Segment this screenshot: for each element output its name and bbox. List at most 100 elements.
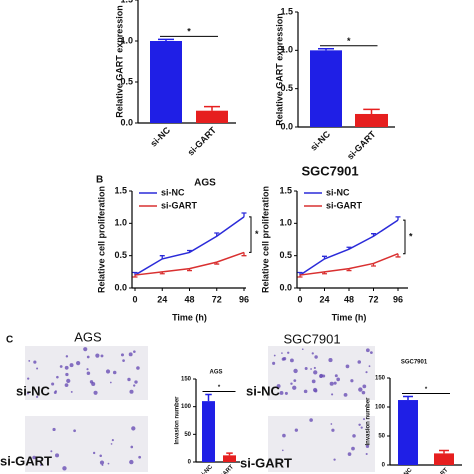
row-label: si-GART	[240, 455, 292, 470]
cell-dot	[105, 369, 111, 374]
chart-title: AGS	[209, 370, 222, 376]
legend-label: si-GART	[326, 200, 363, 210]
error-bar	[318, 48, 334, 51]
chart-title: SGC7901	[401, 360, 428, 366]
y-tick-label: 0.0	[114, 282, 127, 292]
cell-dot	[86, 355, 90, 359]
x-tick-label: 96	[393, 294, 403, 304]
cell-dot	[129, 459, 134, 465]
x-tick-label: 24	[157, 294, 167, 304]
annotation: *	[255, 229, 259, 239]
error-bar	[159, 255, 165, 259]
cell-dot	[293, 368, 298, 374]
cell-dot	[309, 418, 313, 422]
error-bar	[159, 271, 165, 275]
cell-dot	[50, 450, 53, 453]
cell-dot	[357, 360, 362, 364]
error-bar	[158, 38, 174, 41]
y-tick-label: 1.0	[279, 218, 292, 228]
error-bar	[297, 275, 303, 278]
error-bar	[403, 395, 413, 401]
cell-dot	[281, 449, 284, 452]
annotation: *	[187, 27, 191, 37]
cell-dot	[281, 357, 285, 361]
bar	[310, 50, 342, 128]
cell-dot	[56, 375, 59, 379]
cell-dot	[112, 370, 117, 375]
cell-dot	[330, 423, 333, 425]
cell-dot	[111, 439, 114, 442]
line	[134, 216, 245, 276]
cell-dot	[365, 348, 370, 353]
cell-dot	[92, 451, 96, 455]
cell-dot	[100, 354, 104, 358]
cell-dot	[95, 353, 100, 358]
cell-dot	[64, 365, 69, 370]
y-tick-label: 0.0	[120, 117, 133, 127]
annotation: *	[347, 36, 351, 46]
bar	[398, 400, 418, 465]
cell-dot	[319, 374, 323, 379]
cell-dot	[361, 390, 366, 395]
cell-dot	[86, 368, 89, 371]
cell-dot	[314, 389, 318, 393]
cell-dot	[36, 367, 39, 370]
error-bar	[371, 263, 376, 267]
cell-dot	[136, 366, 140, 370]
y-tick-label: 0.5	[280, 83, 293, 93]
cell-dot	[66, 378, 71, 383]
cell-dot	[129, 389, 134, 394]
error-bar	[241, 252, 247, 257]
y-axis-label: Relative cell proliferation	[260, 186, 270, 293]
y-tick-label: 100	[375, 405, 386, 411]
cell-dot	[122, 359, 125, 362]
cell-dot	[55, 453, 60, 458]
legend-label: si-GART	[161, 200, 198, 210]
x-tick-label: 0	[132, 294, 137, 304]
error-bar	[371, 233, 376, 237]
chart-title: AGS	[194, 178, 216, 189]
cell-dot	[107, 462, 110, 465]
cell-dot	[127, 377, 131, 382]
cell-dot	[86, 371, 91, 376]
y-tick-label: 1.5	[280, 6, 293, 16]
x-tick-label: si-NC	[398, 467, 414, 474]
chart-title: SGC7901	[301, 163, 358, 178]
x-tick-label: si-GART	[345, 129, 378, 162]
row-label: si-NC	[16, 383, 51, 398]
cell-dot	[64, 383, 69, 387]
cell-dot	[93, 390, 98, 395]
line	[299, 253, 399, 276]
error-bar	[132, 275, 138, 278]
error-bar	[241, 212, 247, 217]
cell-dot	[39, 463, 42, 466]
x-tick-label: si-GART	[428, 467, 449, 474]
cell-dot	[368, 365, 371, 368]
y-tick-label: 0	[382, 463, 386, 469]
cell-dot	[352, 434, 356, 438]
y-tick-label: 1.0	[120, 35, 133, 45]
y-axis-label: Invasion number	[366, 397, 372, 446]
cell-dot	[69, 363, 74, 368]
significance-bracket	[403, 219, 406, 255]
line	[134, 251, 245, 276]
cell-dot	[294, 428, 299, 432]
cell-dot	[345, 364, 350, 369]
y-tick-label: 0	[188, 460, 192, 466]
cell-dot	[62, 466, 67, 471]
significance-bracket	[249, 216, 252, 253]
annotation: *	[425, 387, 428, 393]
bar	[223, 455, 236, 462]
cell-dot	[313, 370, 318, 375]
x-tick-label: si-NC	[148, 125, 172, 149]
cell-dot	[322, 374, 326, 378]
error-bar	[346, 268, 352, 272]
row-label: si-GART	[0, 453, 52, 468]
cell-dot	[304, 367, 308, 371]
image-title: SGC7901	[283, 331, 340, 346]
micrographs	[25, 346, 375, 472]
cell-dot	[362, 384, 367, 389]
y-axis-label: Relative GART expression	[274, 13, 284, 126]
error-bar	[204, 105, 220, 111]
cell-dot	[65, 355, 69, 358]
